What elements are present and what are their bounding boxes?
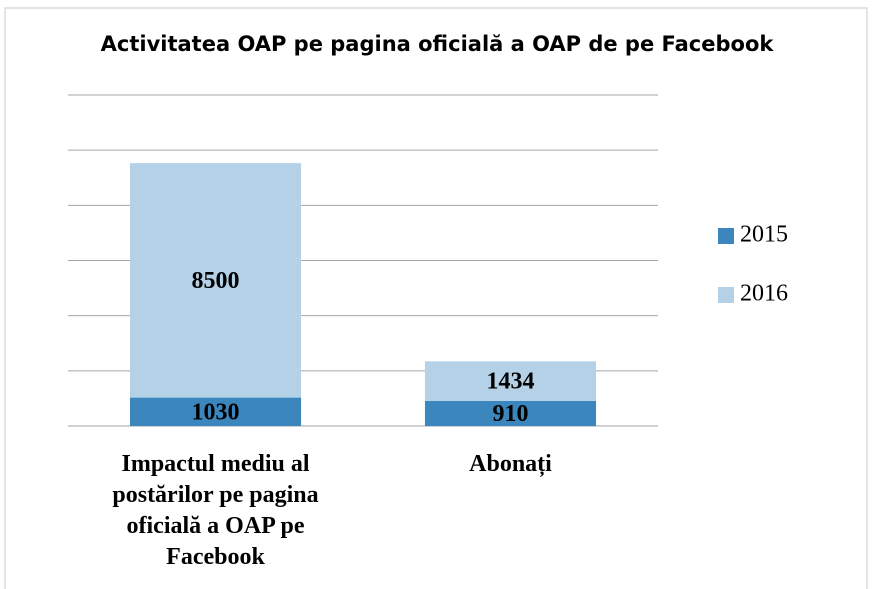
legend-swatch [718, 287, 734, 303]
x-tick-label: Impactul mediu al postărilor pe pagina o… [112, 451, 319, 570]
legend-swatch [718, 228, 734, 244]
chart-title: Activitatea OAP pe pagina oficială a OAP… [101, 32, 775, 56]
bar-segment [424, 400, 597, 426]
data-label: 910 [493, 401, 529, 427]
data-label: 8500 [192, 268, 240, 294]
legend-label: 2015 [740, 222, 788, 248]
data-label: 1030 [192, 399, 240, 425]
data-label: 1434 [487, 369, 535, 395]
legend-label: 2016 [740, 281, 788, 307]
bar-segment [129, 397, 302, 426]
bar-segment [424, 361, 597, 401]
x-tick-label: Abonați [469, 451, 552, 477]
bar-segment [129, 163, 302, 398]
chart-border [4, 7, 868, 589]
